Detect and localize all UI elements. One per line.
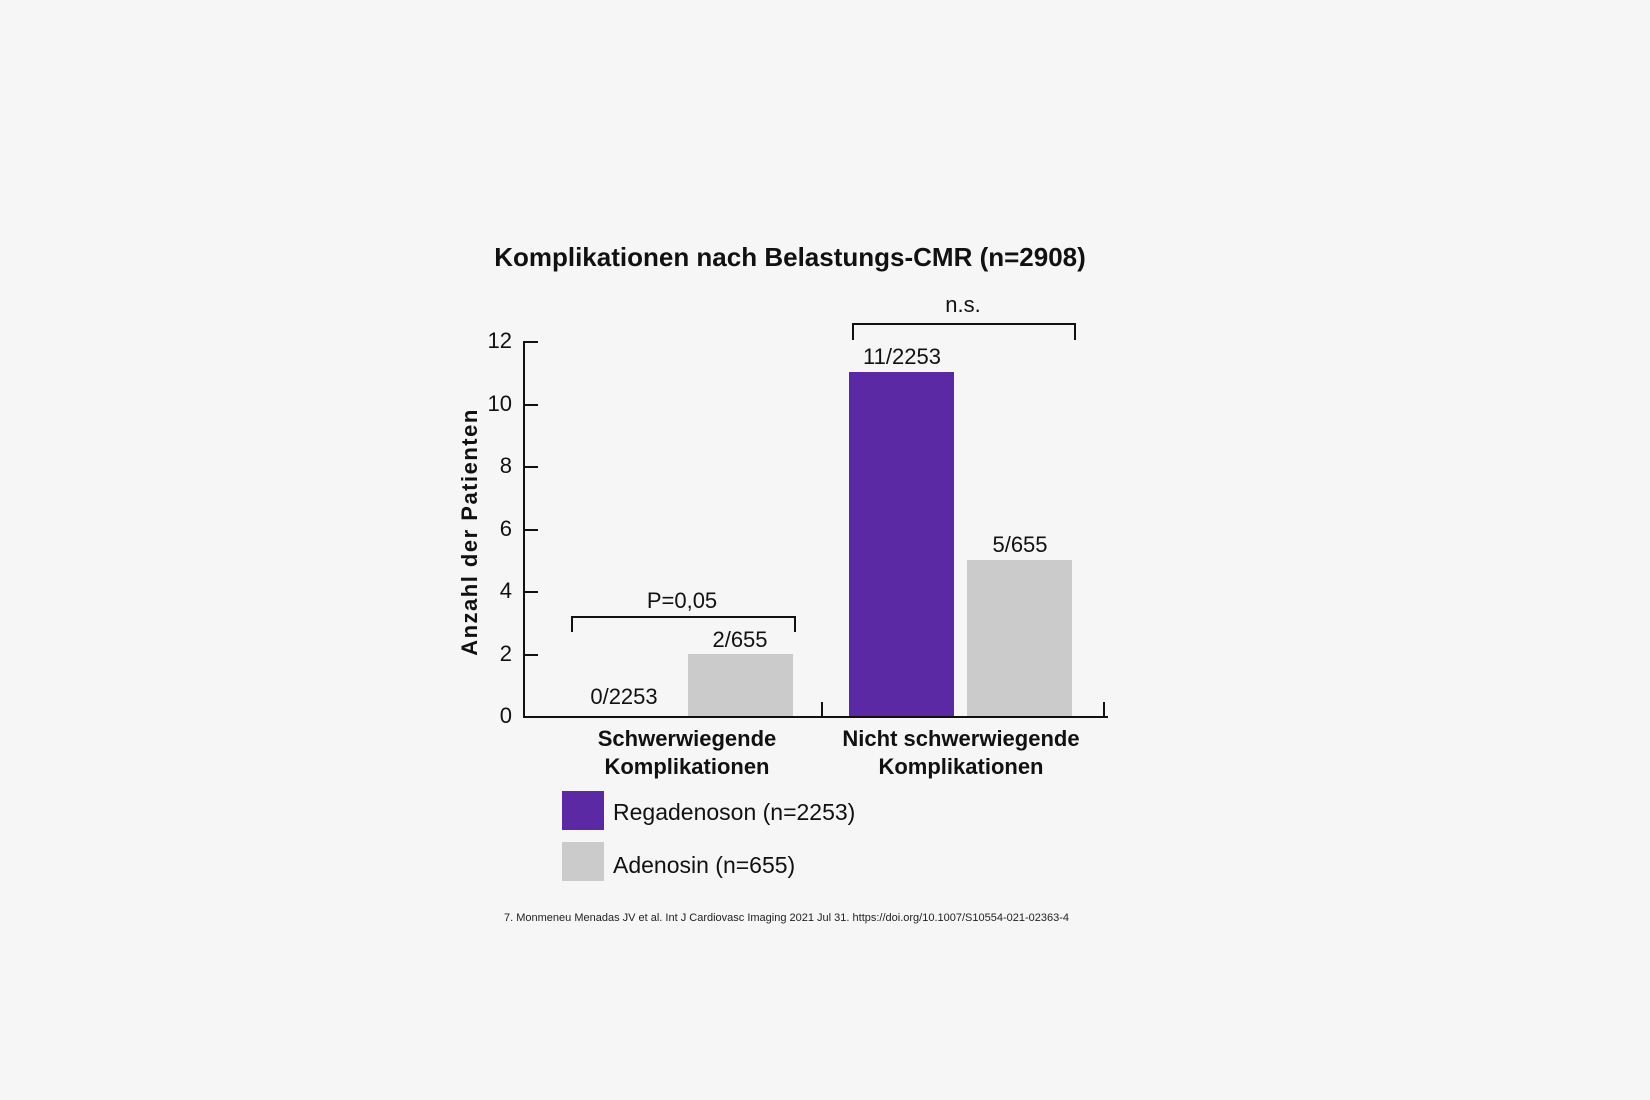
x-category-label-line2: Komplikationen: [878, 754, 1044, 779]
x-category-label-line1: Schwerwiegende: [597, 726, 777, 751]
x-axis-line: [523, 716, 1108, 718]
y-tick-label-4: 4: [499, 578, 512, 603]
legend-swatch-adenosin-icon: [562, 842, 604, 881]
bar-adenosin-schwerwiegend: [688, 653, 793, 716]
legend-swatch-regadenoson-icon: [562, 791, 604, 830]
significance-bracket-group1: [571, 616, 796, 632]
x-tick-axis-end: [1103, 702, 1105, 716]
y-axis-line: [523, 341, 525, 718]
y-tick-label-10: 10: [487, 390, 512, 416]
y-tick-6: [525, 528, 538, 531]
value-label-adenosin-nicht-schwerwiegend: 5/655: [992, 532, 1048, 557]
value-label-adenosin-schwerwiegend: 2/655: [712, 627, 768, 652]
significance-label-group1: P=0,05: [646, 588, 718, 613]
footnote-citation: 7. Monmeneu Menadas JV et al. Int J Card…: [504, 912, 1070, 924]
y-tick-2: [525, 653, 538, 656]
y-tick-label-12: 12: [487, 328, 512, 353]
significance-bracket-group2: [852, 323, 1076, 340]
y-tick-label-6: 6: [499, 515, 512, 541]
y-tick-8: [525, 466, 538, 468]
x-tick-group-boundary: [821, 702, 823, 716]
legend-label-adenosin: Adenosin (n=655): [613, 852, 796, 878]
value-label-regadenoson-nicht-schwerwiegend: 11/2253: [863, 344, 941, 369]
value-label-regadenoson-schwerwiegend: 0/2253: [590, 684, 658, 709]
significance-label-group2: n.s.: [945, 292, 981, 317]
bar-adenosin-nicht-schwerwiegend: [967, 559, 1072, 716]
chart-title: Komplikationen nach Belastungs-CMR (n=29…: [494, 242, 1086, 272]
x-category-label-line2: Komplikationen: [604, 754, 770, 779]
legend-label-regadenoson: Regadenoson (n=2253): [613, 799, 856, 825]
y-tick-12: [525, 341, 538, 343]
y-tick-label-2: 2: [499, 640, 512, 666]
x-category-label-line1: Nicht schwerwiegende: [842, 726, 1080, 751]
y-tick-4: [525, 591, 538, 593]
y-tick-10: [525, 403, 538, 406]
x-category-label-nicht-schwerwiegend: Nicht schwerwiegende Komplikationen: [821, 725, 1101, 781]
y-tick-label-0: 0: [499, 703, 512, 728]
x-category-label-schwerwiegend: Schwerwiegende Komplikationen: [567, 725, 807, 781]
y-tick-label-8: 8: [499, 453, 512, 478]
bar-regadenoson-nicht-schwerwiegend: [849, 372, 954, 716]
